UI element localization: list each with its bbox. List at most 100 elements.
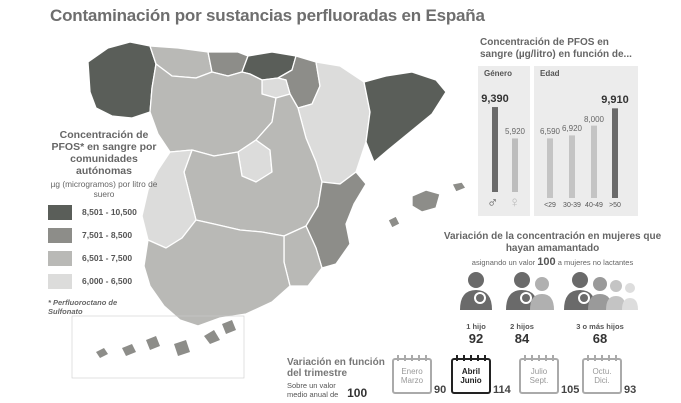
quarter-label: Julio Sept.	[519, 367, 559, 385]
bar-value-label: 6,920	[561, 124, 583, 134]
quarter-label: Abril Junio	[451, 367, 491, 385]
bar-value-label: 5,920	[504, 127, 526, 137]
quarter-label: Enero Marzo	[392, 367, 432, 385]
calendar-ring	[601, 355, 603, 361]
legend-label: 8,501 - 10,500	[82, 207, 137, 217]
quarter-label-line: Junio	[460, 376, 482, 385]
pfos-chart-title: Concentración de PFOS en sangre (µg/litr…	[480, 37, 632, 60]
region-canarias-5	[204, 330, 220, 344]
category-label: 3 o más hijos	[576, 322, 624, 331]
calendar-ring	[411, 355, 413, 361]
footnote: * Perfluoroctano de Sulfonato	[48, 298, 118, 316]
legend-swatch	[48, 250, 72, 266]
quarter-label-line: Dici.	[594, 376, 610, 385]
bar-value-label: 9,910	[601, 94, 629, 107]
bar	[492, 107, 498, 192]
legend-swatch	[48, 204, 72, 220]
calendar-icon	[451, 358, 491, 394]
quarter-subtitle-text: Sobre un valor medio anual de	[287, 381, 339, 399]
data-value: 93	[624, 384, 637, 396]
bar	[569, 135, 575, 198]
legend-item: 8,501 - 10,500	[48, 204, 137, 220]
region-baleares-menorca	[451, 181, 467, 193]
region-canarias-1	[96, 348, 108, 358]
bar-value-label: 8,000	[583, 114, 605, 124]
legend-swatch	[48, 273, 72, 289]
male-icon: ♂	[487, 194, 499, 211]
calendar-ring	[538, 355, 540, 361]
bar	[612, 108, 618, 198]
mother-2-children-icon	[506, 272, 554, 310]
tick-label: 40-49	[585, 202, 603, 209]
legend-subtitle: µg (microgramos) por litro de suero	[50, 179, 158, 199]
calendar-ring	[552, 355, 554, 361]
data-value: 114	[493, 384, 511, 396]
quarter-label: Octu. Dici.	[582, 367, 622, 385]
calendar-ring	[587, 355, 589, 361]
data-value: 84	[514, 331, 530, 346]
calendar-ring	[425, 355, 427, 361]
legend-title: Concentración de PFOS* en sangre por com…	[51, 129, 157, 177]
subtitle-value: 100	[537, 256, 556, 268]
calendar-ring	[545, 355, 547, 361]
bar-value-label: 6,590	[539, 127, 561, 137]
region-canarias-6	[222, 320, 236, 334]
gender-panel-label: Género	[484, 69, 513, 78]
calendar-ring	[418, 355, 420, 361]
calendar-ring	[456, 355, 458, 361]
quarter-label-line: Abril	[461, 367, 481, 376]
category-label: 1 hijo	[466, 322, 486, 331]
calendar-ring	[477, 355, 479, 361]
quarter-label-line: Octu.	[592, 367, 612, 376]
quarter-subtitle: Sobre un valor medio anual de 100	[287, 381, 367, 399]
legend-label: 6,000 - 6,500	[82, 276, 133, 286]
data-value: 92	[468, 331, 484, 346]
quarter-title: Variación en función del trimestre	[287, 357, 385, 379]
quarter-subtitle-value: 100	[347, 386, 368, 400]
region-andalucia	[143, 219, 291, 327]
calendar-ring	[615, 355, 617, 361]
bar-value-label: 9,390	[481, 93, 509, 106]
quarter-label-line: Enero	[401, 367, 423, 376]
data-value: 105	[561, 384, 580, 396]
region-baleares	[411, 189, 441, 213]
calendar-ring	[524, 355, 526, 361]
mother-1-child-icon	[460, 272, 492, 310]
subtitle-prefix: asignando un valor	[471, 258, 536, 267]
calendar-ring	[470, 355, 472, 361]
tick-label: >50	[609, 202, 621, 209]
legend-item: 7,501 - 8,500	[48, 227, 132, 243]
calendar-ring	[608, 355, 610, 361]
quarter-label-line: Sept.	[529, 376, 549, 385]
legend-item: 6,000 - 6,500	[48, 273, 132, 289]
calendar-ring	[463, 355, 465, 361]
tick-label: 30-39	[563, 202, 581, 209]
bar	[547, 138, 553, 198]
bar	[591, 125, 597, 198]
region-cataluna	[363, 71, 447, 163]
calendar-ring	[484, 355, 486, 361]
legend-item: 6,501 - 7,500	[48, 250, 132, 266]
canarias-inset-frame	[71, 315, 245, 379]
data-value: 90	[434, 384, 447, 396]
breastfeeding-subtitle: asignando un valor 100 a mujeres no lact…	[440, 256, 665, 268]
page-title: Contaminación por sustancias perfluorada…	[50, 6, 485, 25]
tick-label: <29	[544, 202, 556, 209]
gender-panel	[478, 66, 530, 216]
calendar-ring	[404, 355, 406, 361]
data-value: 68	[592, 331, 608, 346]
subtitle-suffix: a mujeres no lactantes	[557, 258, 634, 267]
breastfeeding-title: Variación de la concentración en mujeres…	[443, 231, 662, 254]
bar	[512, 138, 518, 192]
legend-swatch	[48, 227, 72, 243]
mother-icons	[460, 272, 638, 310]
quarter-label-line: Julio	[530, 367, 548, 376]
region-canarias-4	[174, 340, 190, 356]
female-icon: ♀	[509, 194, 521, 211]
quarter-label-line: Marzo	[400, 376, 424, 385]
calendar-ring	[531, 355, 533, 361]
region-canarias-2	[122, 344, 136, 356]
region-baleares-ibiza	[387, 215, 401, 229]
